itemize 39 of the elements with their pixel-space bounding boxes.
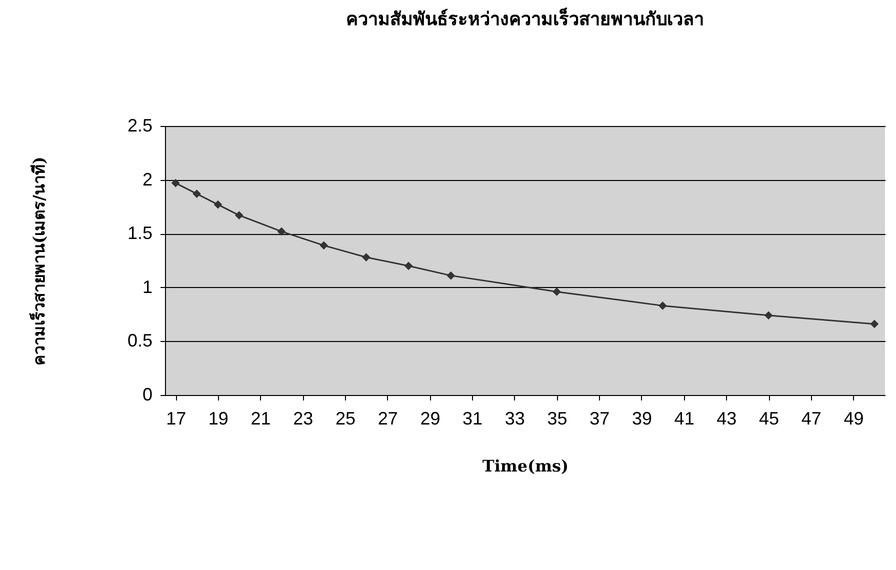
y-tick-label: 1.5 <box>127 223 152 244</box>
point <box>362 253 370 262</box>
x-tick-label: 21 <box>250 408 271 428</box>
x-tick-label: 47 <box>801 408 822 428</box>
x-tick-label: 27 <box>378 408 398 428</box>
point <box>446 271 456 280</box>
x-tick-label: 23 <box>293 408 314 428</box>
y-tick-label: 0 <box>142 384 152 404</box>
x-tick-label: 31 <box>462 408 483 428</box>
y-tick-label: 1 <box>142 276 152 297</box>
x-tick-label: 35 <box>547 408 568 428</box>
point <box>552 288 561 296</box>
x-tick-label: 43 <box>716 408 737 428</box>
point <box>870 320 879 328</box>
y-axis-title: ความเร็วสายพาน(เมตร/นาที) <box>27 156 48 366</box>
point <box>404 262 413 270</box>
x-tick-label: 33 <box>504 408 525 428</box>
y-tick-label: 0.5 <box>127 330 152 351</box>
point <box>764 311 773 320</box>
x-tick-label: 19 <box>208 408 228 428</box>
x-tick-label: 45 <box>759 408 780 428</box>
x-tick-label: 29 <box>420 408 440 428</box>
chart-title: ความสัมพันธ์ระหว่างความเร็วสายพานกับเวลา <box>346 7 704 30</box>
point <box>192 190 201 198</box>
y-tick-label: 2.5 <box>127 116 152 136</box>
x-tick-label: 41 <box>674 408 694 428</box>
x-axis-title: Time(ms) <box>482 456 569 476</box>
point <box>171 178 180 188</box>
x-tick-label: 37 <box>590 408 610 428</box>
point <box>658 302 667 310</box>
point <box>214 200 222 209</box>
point <box>320 241 328 250</box>
x-tick-label: 17 <box>166 408 186 428</box>
x-tick-label: 39 <box>632 408 652 428</box>
point <box>277 227 286 236</box>
point <box>234 211 244 220</box>
y-tick-label: 2 <box>142 169 152 190</box>
x-tick-label: 25 <box>335 408 356 428</box>
x-tick-label: 49 <box>844 408 864 428</box>
